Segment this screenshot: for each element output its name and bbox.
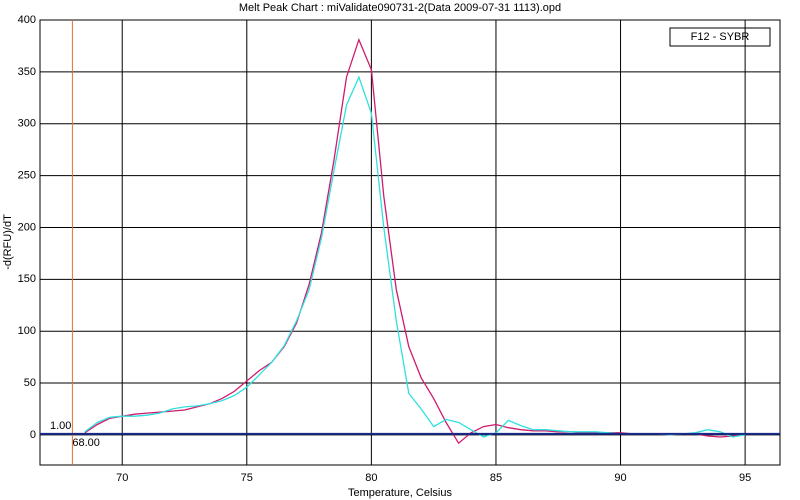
y-tick-label: 100 (18, 325, 36, 337)
x-axis-label: Temperature, Celsius (348, 487, 452, 499)
y-tick-label: 250 (18, 170, 36, 182)
threshold-label: 1.00 (50, 420, 71, 432)
x-tick-label: 95 (739, 472, 751, 484)
cursor-label: 68.00 (72, 437, 100, 449)
x-tick-label: 85 (490, 472, 502, 484)
y-axis-label: -d(RFU)/dT (2, 214, 14, 270)
y-tick-label: 350 (18, 66, 36, 78)
y-tick-label: 150 (18, 273, 36, 285)
y-tick-label: 50 (24, 377, 36, 389)
legend-label: F12 - SYBR (691, 31, 750, 43)
y-tick-label: 400 (18, 14, 36, 26)
x-tick-label: 70 (116, 472, 128, 484)
y-tick-label: 300 (18, 118, 36, 130)
plot-frame (39, 19, 781, 466)
y-tick-label: 200 (18, 221, 36, 233)
chart-title: Melt Peak Chart : miValidate090731-2(Dat… (239, 2, 561, 14)
x-tick-label: 75 (241, 472, 253, 484)
x-tick-label: 80 (365, 472, 377, 484)
x-tick-label: 90 (614, 472, 626, 484)
y-tick-label: 0 (30, 429, 36, 441)
